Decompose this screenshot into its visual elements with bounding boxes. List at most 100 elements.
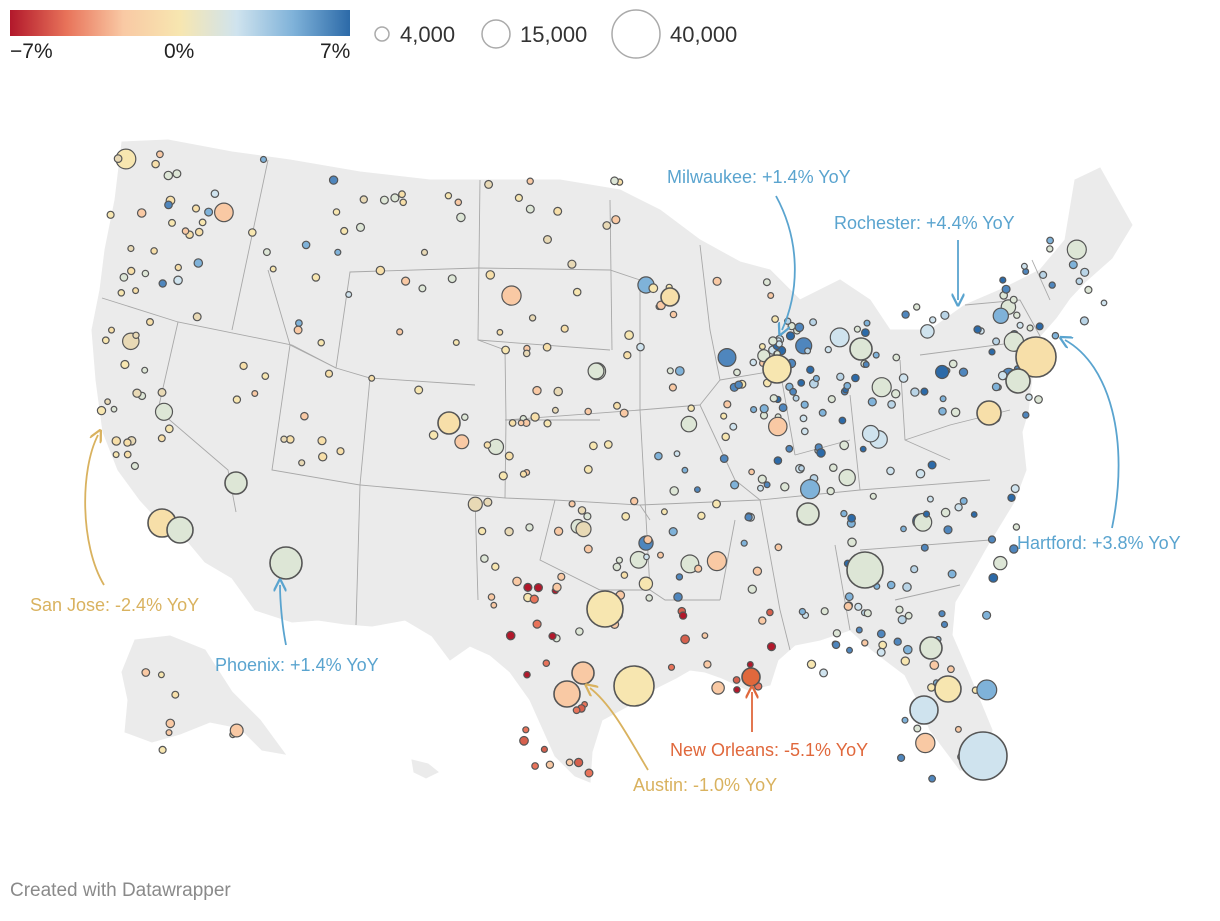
- city-bubble: [1010, 484, 1020, 494]
- city-bubble: [572, 287, 582, 297]
- city-bubble: [615, 556, 624, 564]
- city-bubble: [285, 435, 295, 444]
- city-bubble: [729, 422, 738, 431]
- size-legend-label-small: 4,000: [400, 22, 456, 47]
- city-bubble: [938, 406, 947, 416]
- city-bubble: [533, 582, 544, 593]
- city-bubble: [522, 349, 531, 358]
- city-bubble: [210, 189, 220, 199]
- city-bubble: [939, 395, 947, 403]
- city-bubble: [132, 331, 140, 339]
- bubble-san-diego: [166, 516, 194, 544]
- bubble-san-antonio: [553, 680, 581, 708]
- city-bubble: [778, 403, 788, 413]
- bubble-detroit: [849, 337, 873, 361]
- city-bubble: [317, 436, 327, 446]
- city-bubble: [467, 496, 483, 512]
- city-bubble: [111, 436, 122, 446]
- city-bubble: [485, 270, 496, 280]
- city-bubble: [988, 348, 996, 356]
- city-bubble: [896, 753, 906, 763]
- city-bubble: [799, 479, 821, 500]
- city-bubble: [673, 450, 681, 458]
- city-bubble: [480, 554, 489, 563]
- size-legend-circle-small: [374, 26, 390, 42]
- city-bubble: [910, 387, 920, 397]
- city-bubble: [694, 486, 701, 494]
- alaska-shape: [121, 635, 287, 755]
- city-bubble: [773, 456, 783, 465]
- city-bubble: [454, 198, 463, 207]
- city-bubble: [940, 310, 950, 320]
- city-bubble: [920, 387, 929, 396]
- city-bubble: [680, 415, 698, 433]
- city-bubble: [836, 372, 845, 381]
- city-bubble: [107, 326, 115, 334]
- milwaukee-arrow: [775, 195, 796, 330]
- city-bubble: [897, 614, 907, 625]
- city-bubble: [1068, 260, 1078, 270]
- bubble-austin: [571, 661, 595, 685]
- city-bubble: [673, 592, 683, 602]
- city-bubble: [119, 272, 129, 282]
- city-bubble: [798, 607, 807, 616]
- bubble-atlanta: [846, 551, 884, 589]
- city-bubble: [922, 510, 931, 518]
- city-bubble: [869, 492, 877, 500]
- city-bubble: [132, 287, 140, 295]
- city-bubble: [158, 745, 167, 755]
- city-bubble: [800, 427, 809, 436]
- city-bubble: [612, 401, 621, 410]
- city-bubble: [886, 466, 895, 476]
- city-bubble: [706, 550, 728, 572]
- city-bubble: [928, 774, 936, 783]
- city-bubble: [454, 434, 470, 450]
- bubble-new-orleans: [741, 667, 761, 687]
- city-bubble: [809, 318, 818, 327]
- city-bubble: [528, 314, 537, 322]
- annotation-milwaukee: Milwaukee: +1.4% YoY: [667, 167, 851, 187]
- city-bubble: [826, 486, 835, 496]
- city-bubble: [862, 361, 870, 369]
- city-bubble: [847, 537, 857, 548]
- city-bubble: [557, 572, 566, 581]
- city-bubble: [624, 330, 634, 341]
- annotation-arrows: [84, 195, 1120, 771]
- city-bubble: [110, 405, 118, 413]
- color-scale-bar: [10, 10, 350, 36]
- size-legend-label-medium: 15,000: [520, 22, 588, 47]
- city-bubble: [1007, 493, 1016, 502]
- city-bubble: [768, 336, 778, 346]
- city-bubble: [300, 411, 309, 421]
- city-bubble: [667, 663, 676, 671]
- city-bubble: [804, 347, 812, 355]
- city-bubble: [164, 424, 174, 434]
- city-bubble: [769, 394, 779, 403]
- city-bubble: [668, 526, 678, 537]
- city-bubble: [831, 640, 841, 650]
- city-bubble: [744, 513, 753, 522]
- city-bubble: [987, 535, 997, 544]
- city-bubble: [853, 325, 862, 333]
- city-bubble: [1020, 262, 1028, 270]
- city-bubble: [390, 193, 400, 203]
- city-bubble: [368, 374, 376, 382]
- city-bubble: [861, 639, 869, 647]
- city-bubble: [1046, 236, 1054, 245]
- city-bubble: [204, 207, 214, 217]
- city-bubble: [540, 745, 549, 754]
- city-bubble: [1038, 270, 1048, 279]
- annotation-phoenix: Phoenix: +1.4% YoY: [215, 655, 379, 675]
- city-bubble: [943, 525, 953, 535]
- city-bubbles: [96, 148, 1108, 783]
- city-bubble: [680, 634, 690, 645]
- city-bubble: [762, 278, 771, 287]
- city-bubble: [572, 706, 581, 715]
- city-bubble: [531, 762, 539, 770]
- city-bubble: [789, 387, 797, 396]
- city-bubble: [181, 227, 190, 235]
- city-bubble: [654, 451, 663, 461]
- city-bubble: [993, 555, 1008, 571]
- city-bubble: [340, 226, 349, 236]
- city-bubble: [660, 508, 668, 516]
